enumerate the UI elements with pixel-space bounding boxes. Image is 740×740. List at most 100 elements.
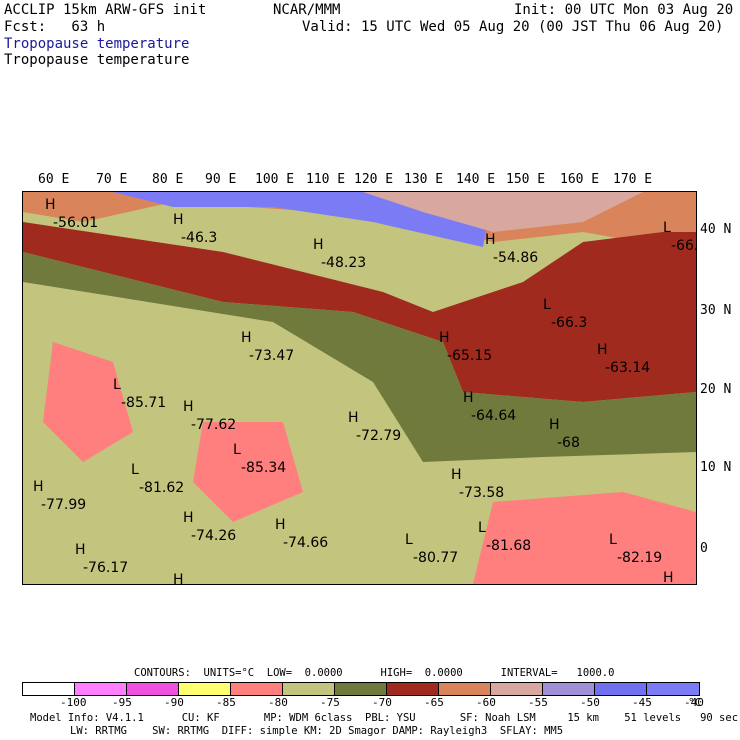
marker-value: -63.14	[605, 360, 650, 376]
colorbar-tick-label: -45	[632, 696, 652, 709]
marker-type: H	[241, 330, 252, 346]
marker-type: H	[451, 467, 462, 483]
marker-value: -82.19	[617, 550, 662, 566]
marker-value: -72.79	[356, 428, 401, 444]
colorbar-tick-label: -85	[216, 696, 236, 709]
marker-type: H	[597, 342, 608, 358]
colorbar-tick-label: -95	[112, 696, 132, 709]
marker-value: -81.68	[486, 538, 531, 554]
marker-value: -77.99	[41, 497, 86, 513]
org-label: NCAR/MMM	[273, 2, 341, 18]
colorbar-tick-label: -60	[476, 696, 496, 709]
marker-value: -48.23	[321, 255, 366, 271]
marker-value: -85.71	[121, 395, 166, 411]
longitude-label: 90 E	[205, 172, 237, 187]
longitude-label: 130 E	[404, 172, 444, 187]
band-blue	[113, 192, 493, 247]
marker-type: L	[233, 442, 241, 458]
marker-type: H	[173, 572, 184, 584]
colorbar-swatch	[490, 682, 543, 696]
field-title: Tropopause temperature	[4, 52, 190, 68]
marker-value: -65.15	[447, 348, 492, 364]
colorbar-tick-label: -50	[580, 696, 600, 709]
latitude-label: 10 N	[700, 460, 732, 475]
marker-type: L	[663, 220, 671, 236]
init-time: Init: 00 UTC Mon 03 Aug 20	[514, 2, 734, 18]
band-olive	[23, 252, 696, 462]
band-pink-light	[363, 192, 643, 232]
marker-type: H	[485, 232, 496, 248]
marker-type: H	[549, 417, 560, 433]
valid-time: Valid: 15 UTC Wed 05 Aug 20 (00 JST Thu …	[302, 19, 724, 35]
colorbar-tick-label: -65	[424, 696, 444, 709]
marker-value: -66.3	[551, 315, 587, 331]
marker-type: H	[183, 399, 194, 415]
colorbar-swatch	[282, 682, 335, 696]
marker-type: H	[439, 330, 450, 346]
marker-value: -80.77	[413, 550, 458, 566]
colorbar-tick-label: -40	[684, 696, 704, 709]
model-info-line1: Model Info: V4.1.1 CU: KF MP: WDM 6class…	[30, 712, 739, 724]
colorbar-swatch	[646, 682, 700, 696]
cold-pool-1	[43, 342, 133, 462]
latitude-label: 30 N	[700, 303, 732, 318]
marker-value: -46.3	[181, 230, 217, 246]
colorbar-tick-label: -75	[320, 696, 340, 709]
marker-type: H	[75, 542, 86, 558]
model-info-line2: LW: RRTMG SW: RRTMG DIFF: simple KM: 2D …	[70, 725, 564, 737]
band-dark-red	[23, 222, 696, 402]
tropopause-temperature-map: H-56.01H-46.3H-48.23H-54.86L-66.1H-73.47…	[22, 191, 697, 585]
map-canvas: H-56.01H-46.3H-48.23H-54.86L-66.1H-73.47…	[23, 192, 696, 584]
colorbar-tick-label: -70	[372, 696, 392, 709]
colorbar-swatch	[438, 682, 491, 696]
longitude-label: 160 E	[560, 172, 600, 187]
cold-pool-3	[473, 492, 696, 584]
contour-info: CONTOURS: UNITS=°C LOW= 0.0000 HIGH= 0.0…	[134, 667, 615, 679]
marker-type: H	[663, 570, 674, 584]
colorbar-tick-label: -100	[60, 696, 87, 709]
longitude-label: 70 E	[96, 172, 128, 187]
marker-value: -73.58	[459, 485, 504, 501]
marker-type: H	[313, 237, 324, 253]
longitude-label: 170 E	[613, 172, 653, 187]
marker-value: -76.17	[83, 560, 128, 576]
marker-type: H	[183, 510, 194, 526]
colorbar-swatch	[74, 682, 127, 696]
marker-value: -85.34	[241, 460, 286, 476]
latitude-label: 40 N	[700, 222, 732, 237]
longitude-label: 150 E	[506, 172, 546, 187]
marker-type: H	[45, 197, 56, 213]
marker-value: -74.26	[191, 528, 236, 544]
colorbar-swatch	[594, 682, 647, 696]
marker-type: H	[33, 479, 44, 495]
marker-type: L	[543, 297, 551, 313]
marker-type: H	[173, 212, 184, 228]
marker-type: L	[478, 520, 486, 536]
colorbar-swatch	[334, 682, 387, 696]
marker-value: -77.62	[191, 417, 236, 433]
colorbar-tick-label: -55	[528, 696, 548, 709]
latitude-label: 20 N	[700, 382, 732, 397]
field-title-blue: Tropopause temperature	[4, 36, 190, 52]
colorbar-swatch	[178, 682, 231, 696]
marker-type: L	[609, 532, 617, 548]
longitude-label: 120 E	[354, 172, 394, 187]
marker-type: L	[113, 377, 121, 393]
longitude-label: 100 E	[255, 172, 295, 187]
marker-value: -73.47	[249, 348, 294, 364]
marker-type: L	[405, 532, 413, 548]
colorbar-swatch	[22, 682, 75, 696]
marker-value: -64.64	[471, 408, 516, 424]
colorbar-swatch	[542, 682, 595, 696]
colorbar-swatch	[126, 682, 179, 696]
marker-value: -74.66	[283, 535, 328, 551]
colorbar-tick-label: -80	[268, 696, 288, 709]
colorbar-tick-label: -90	[164, 696, 184, 709]
cold-pool-2	[193, 422, 303, 522]
marker-type: H	[348, 410, 359, 426]
colorbar-unit: °C	[688, 696, 702, 709]
forecast-hour: Fcst: 63 h	[4, 19, 106, 35]
marker-type: H	[463, 390, 474, 406]
colorbar-swatch	[386, 682, 439, 696]
marker-value: -68	[557, 435, 580, 451]
